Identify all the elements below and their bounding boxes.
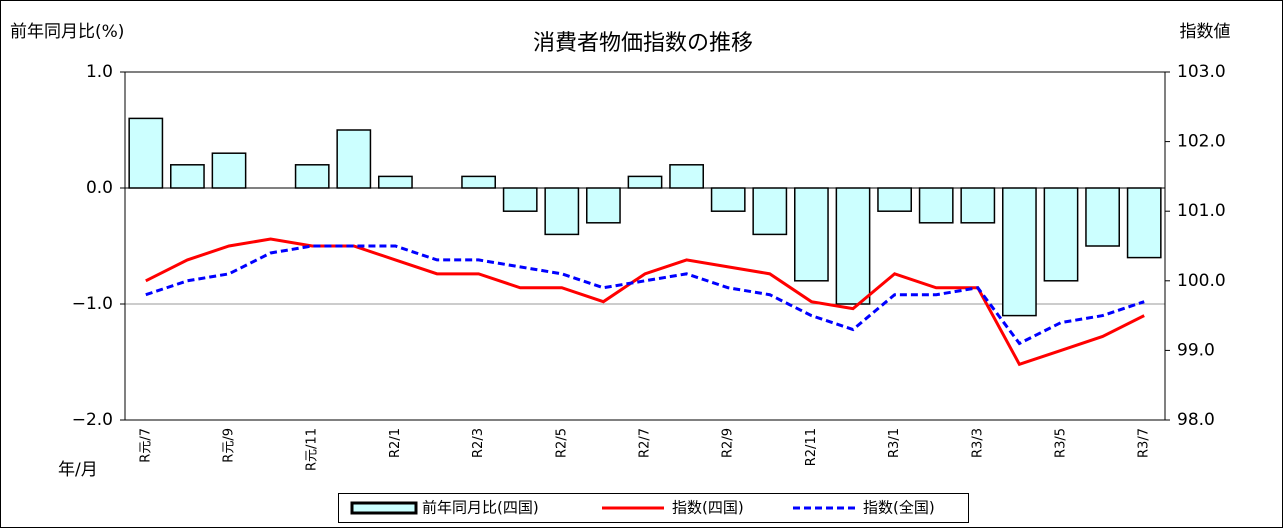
bar: [1043, 187, 1079, 282]
x-tick-label: R元/11: [305, 428, 320, 471]
x-tick-label: R2/1: [388, 428, 403, 458]
y2-tick-label: 99.0: [1177, 340, 1215, 360]
line: [145, 244, 1145, 346]
bar: [794, 187, 829, 282]
x-tick-label: R3/7: [1137, 428, 1152, 458]
bar: [960, 187, 996, 224]
chart-title: 消費者物価指数の推移: [533, 31, 753, 56]
y2-tick-label: 103.0: [1177, 62, 1226, 82]
bar: [502, 187, 538, 212]
y-tick-label: 0.0: [86, 178, 113, 198]
y2-tick-label: 102.0: [1177, 132, 1226, 152]
plot-frame: [124, 71, 1166, 421]
bar: [669, 164, 704, 189]
y2-tick-label: 98.0: [1177, 410, 1215, 430]
legend-label: 指数(四国): [672, 499, 744, 517]
y-tick-label: 1.0: [86, 62, 113, 82]
bar: [627, 175, 663, 189]
bar: [1126, 187, 1162, 259]
bar: [1085, 187, 1120, 247]
y2-axis-label: 指数値: [1180, 22, 1231, 42]
x-tick-label: R2/11: [804, 428, 819, 466]
y-tick-label: −2.0: [72, 410, 113, 430]
y2-tick-label: 101.0: [1177, 201, 1226, 221]
bar: [170, 164, 205, 189]
bar: [294, 164, 330, 189]
bar: [211, 152, 247, 189]
bar: [710, 187, 746, 212]
y-tick-label: −1.0: [72, 294, 113, 314]
x-tick-label: R2/7: [638, 428, 653, 458]
bar: [752, 187, 788, 236]
x-tick-label: R2/3: [471, 428, 486, 458]
bar: [336, 129, 372, 189]
x-tick-label: R3/1: [887, 428, 902, 458]
bar: [378, 175, 413, 189]
x-tick-label: R2/9: [721, 428, 736, 458]
legend-label: 前年同月比(四国): [422, 499, 539, 517]
bar: [128, 117, 164, 189]
x-tick-label: R元/7: [138, 428, 153, 463]
bar: [544, 187, 580, 236]
legend-label: 指数(全国): [863, 499, 935, 517]
bar: [877, 187, 912, 212]
bar: [1002, 187, 1037, 317]
bar: [461, 175, 496, 189]
x-axis-label: 年/月: [58, 460, 98, 480]
bar: [918, 187, 954, 224]
x-tick-label: R2/5: [554, 428, 569, 458]
bar: [586, 187, 621, 224]
x-tick-label: R元/9: [222, 428, 237, 463]
bar: [835, 187, 871, 305]
y2-tick-label: 100.0: [1177, 271, 1226, 291]
legend-swatch: [350, 501, 418, 515]
y-axis-label: 前年同月比(%): [10, 22, 124, 42]
x-tick-label: R3/3: [970, 428, 985, 458]
x-tick-label: R3/5: [1054, 428, 1069, 458]
